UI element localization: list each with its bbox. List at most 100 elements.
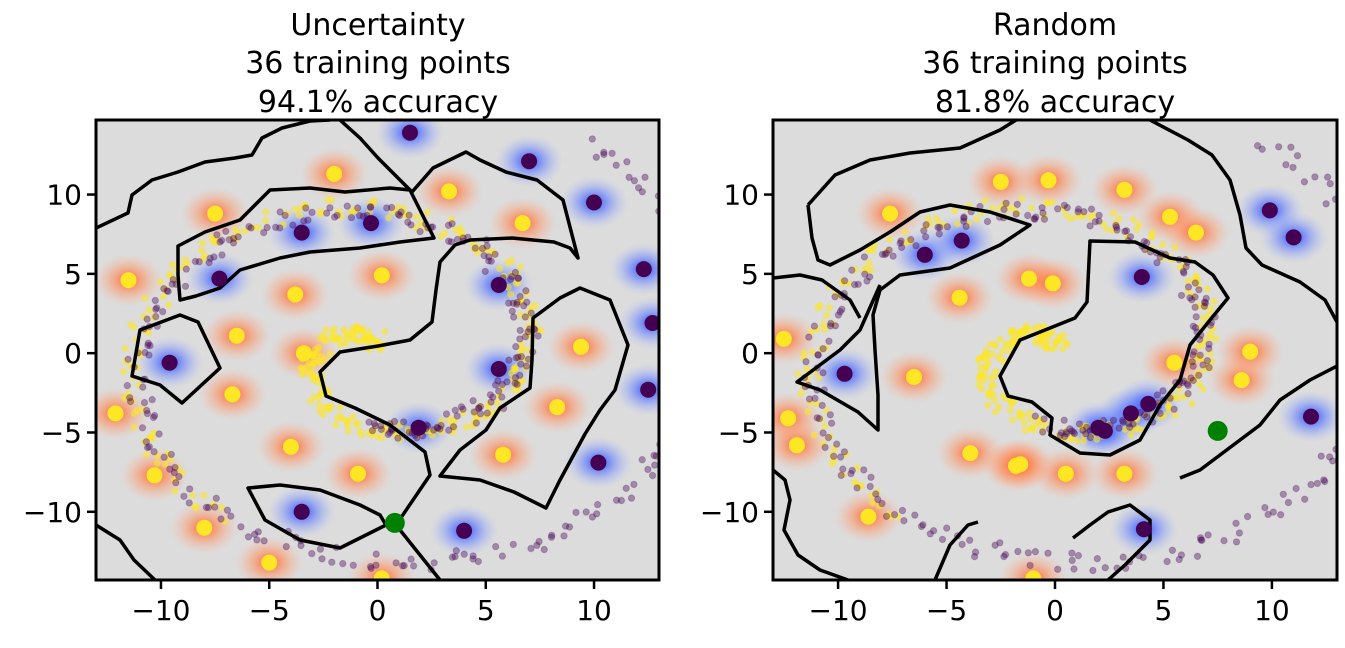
unlabeled-point — [1061, 417, 1067, 423]
unlabeled-point — [472, 245, 478, 251]
unlabeled-point — [282, 212, 288, 218]
x-tick-label: 0 — [1046, 594, 1064, 627]
unlabeled-point — [908, 236, 914, 242]
unlabeled-point — [506, 300, 512, 306]
unlabeled-point — [1009, 417, 1015, 423]
unlabeled-point — [327, 205, 333, 211]
unlabeled-point — [150, 414, 156, 420]
unlabeled-point — [1008, 400, 1014, 406]
unlabeled-point — [494, 399, 500, 405]
unlabeled-point — [473, 420, 479, 426]
unlabeled-point — [371, 197, 377, 203]
unlabeled-point — [834, 441, 840, 447]
unlabeled-point — [1312, 174, 1318, 180]
unlabeled-point — [484, 410, 490, 416]
unlabeled-point — [985, 402, 991, 408]
unlabeled-point — [628, 495, 634, 501]
unlabeled-point — [405, 219, 411, 225]
unlabeled-point — [328, 333, 334, 339]
unlabeled-point — [1075, 552, 1081, 558]
unlabeled-point — [212, 504, 218, 510]
x-tick-label: 10 — [1254, 594, 1290, 627]
unlabeled-point — [1020, 412, 1026, 418]
unlabeled-point — [890, 253, 896, 259]
unlabeled-point — [825, 434, 831, 440]
unlabeled-point — [161, 454, 167, 460]
labeled-point — [491, 277, 507, 293]
unlabeled-point — [443, 411, 449, 417]
unlabeled-point — [1087, 223, 1093, 229]
unlabeled-point — [696, 331, 702, 337]
unlabeled-point — [528, 545, 534, 551]
unlabeled-point — [482, 268, 488, 274]
chart-title-line-1: Uncertainty — [290, 8, 465, 43]
unlabeled-point — [649, 472, 655, 478]
labeled-point — [294, 225, 310, 241]
unlabeled-point — [327, 351, 333, 357]
unlabeled-point — [1293, 485, 1299, 491]
unlabeled-point — [181, 493, 187, 499]
unlabeled-point — [1233, 539, 1239, 545]
unlabeled-point — [944, 224, 950, 230]
unlabeled-point — [366, 419, 372, 425]
unlabeled-point — [801, 350, 807, 356]
unlabeled-point — [883, 513, 889, 519]
unlabeled-point — [517, 327, 523, 333]
unlabeled-point — [921, 228, 927, 234]
labeled-point — [789, 437, 805, 453]
unlabeled-point — [805, 408, 811, 414]
unlabeled-point — [1063, 212, 1069, 218]
y-tick-label: −5 — [41, 416, 82, 449]
unlabeled-point — [1270, 509, 1276, 515]
unlabeled-point — [224, 507, 230, 513]
unlabeled-point — [1003, 200, 1009, 206]
labeled-point — [350, 466, 366, 482]
unlabeled-point — [548, 534, 554, 540]
unlabeled-point — [974, 216, 980, 222]
unlabeled-point — [1035, 336, 1041, 342]
unlabeled-point — [1314, 480, 1320, 486]
unlabeled-point — [365, 334, 371, 340]
unlabeled-point — [820, 346, 826, 352]
unlabeled-point — [1192, 274, 1198, 280]
unlabeled-point — [505, 259, 511, 265]
unlabeled-point — [696, 297, 702, 303]
unlabeled-point — [514, 381, 520, 387]
labeled-point — [906, 369, 922, 385]
unlabeled-point — [477, 403, 483, 409]
unlabeled-point — [933, 215, 939, 221]
unlabeled-point — [1211, 298, 1217, 304]
unlabeled-point — [142, 349, 148, 355]
unlabeled-point — [399, 563, 405, 569]
unlabeled-point — [1208, 306, 1214, 312]
unlabeled-point — [518, 361, 524, 367]
unlabeled-point — [566, 524, 572, 530]
unlabeled-point — [187, 486, 193, 492]
unlabeled-point — [382, 328, 388, 334]
unlabeled-point — [522, 314, 528, 320]
unlabeled-point — [982, 197, 988, 203]
x-tick-label: −10 — [131, 594, 190, 627]
unlabeled-point — [1205, 532, 1211, 538]
unlabeled-point — [1262, 504, 1268, 510]
unlabeled-point — [882, 251, 888, 257]
unlabeled-point — [262, 218, 268, 224]
unlabeled-point — [228, 513, 234, 519]
unlabeled-point — [691, 265, 697, 271]
unlabeled-point — [594, 511, 600, 517]
labeled-point — [1045, 275, 1061, 291]
unlabeled-point — [528, 310, 534, 316]
unlabeled-point — [186, 500, 192, 506]
unlabeled-point — [1144, 414, 1150, 420]
unlabeled-point — [712, 291, 718, 297]
unlabeled-point — [139, 425, 145, 431]
unlabeled-point — [1094, 555, 1100, 561]
unlabeled-point — [631, 481, 637, 487]
unlabeled-point — [1019, 195, 1025, 201]
unlabeled-point — [1176, 394, 1182, 400]
unlabeled-point — [273, 224, 279, 230]
unlabeled-point — [1040, 429, 1046, 435]
labeled-point — [207, 206, 223, 222]
unlabeled-point — [987, 341, 993, 347]
unlabeled-point — [978, 365, 984, 371]
